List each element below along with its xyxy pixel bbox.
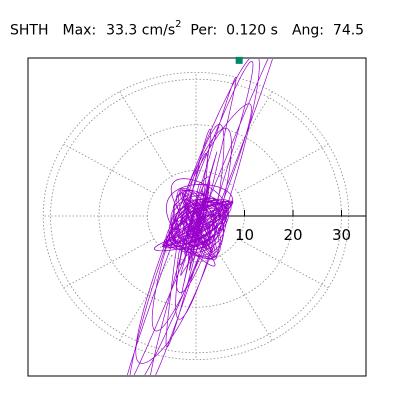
ang-value: 74.5 — [332, 22, 365, 39]
grid-spoke — [237, 143, 329, 194]
ang-label: Ang: — [291, 22, 325, 39]
radial-tick-label: 30 — [332, 226, 351, 244]
station-code: SHTH — [10, 22, 49, 39]
grid-spoke — [63, 143, 155, 194]
grid-spoke — [119, 255, 173, 341]
particle-motion-trace — [126, 59, 273, 375]
radial-tick-label: 10 — [235, 226, 254, 244]
peak-marker-layer — [235, 56, 243, 64]
grid-spoke — [237, 238, 329, 289]
max-label: Max: — [62, 22, 97, 39]
chart-header: SHTH Max: 33.3 cm/s2 Per: 0.120 s Ang: 74.5 — [10, 18, 364, 40]
grid-spoke — [219, 255, 273, 341]
max-exponent: 2 — [175, 19, 182, 30]
grid-spoke — [63, 238, 155, 289]
plot-frame — [27, 57, 367, 377]
per-value: 0.120 s — [226, 22, 278, 39]
max-value: 33.3 cm/s — [106, 22, 176, 39]
peak-marker — [235, 56, 243, 64]
grid-spoke — [119, 91, 173, 177]
radial-tick-label: 20 — [283, 226, 302, 244]
per-label: Per: — [190, 22, 218, 39]
trace-path — [126, 59, 273, 375]
